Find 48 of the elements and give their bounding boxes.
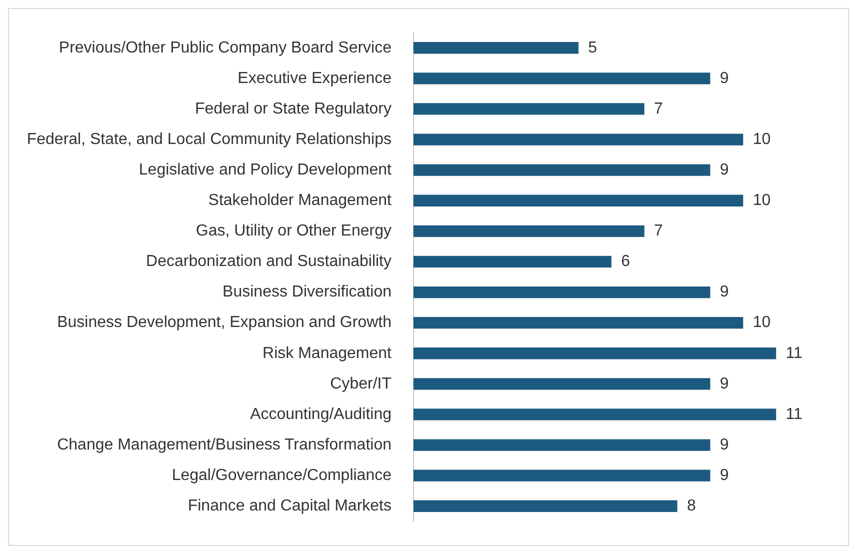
- bar: [414, 348, 776, 360]
- data-label: 8: [686, 498, 696, 515]
- bar: [414, 225, 644, 238]
- data-label: 10: [752, 314, 771, 332]
- data-label: 11: [786, 344, 802, 362]
- y-tick-label: Finance and Capital Markets: [188, 498, 392, 515]
- y-tick-label: Change Management/Business Transformation: [57, 436, 392, 454]
- data-label: 9: [720, 70, 729, 87]
- bar: [414, 500, 678, 512]
- y-tick-label: Previous/Other Public Company Board Service: [58, 39, 392, 56]
- bar: [414, 286, 710, 298]
- y-tick-label: Stakeholder Management: [208, 192, 392, 210]
- data-label: 7: [654, 100, 664, 118]
- bar: [414, 164, 710, 176]
- data-label: 9: [720, 375, 729, 392]
- data-label: 10: [752, 192, 771, 210]
- data-label: 9: [720, 284, 729, 301]
- data-label: 5: [588, 39, 598, 56]
- bar: [414, 378, 710, 390]
- data-label: 7: [654, 222, 664, 240]
- bar: [414, 408, 776, 420]
- y-tick-label: Legislative and Policy Development: [138, 161, 392, 178]
- data-label: 11: [786, 406, 802, 423]
- y-tick-label: Business Diversification: [222, 284, 392, 301]
- bar: [414, 103, 644, 115]
- y-tick-label: Risk Management: [262, 344, 392, 362]
- data-label: 10: [752, 130, 771, 148]
- bar: [414, 439, 710, 451]
- data-label: 9: [720, 161, 729, 178]
- y-tick-label: Executive Experience: [238, 70, 392, 87]
- bar: [414, 134, 744, 146]
- y-tick-label: Business Development, Expansion and Growth: [57, 314, 392, 332]
- bar: [414, 256, 612, 268]
- bar: [414, 72, 710, 84]
- bar: [414, 42, 578, 54]
- y-tick-label: Gas, Utility or Other Energy: [196, 222, 392, 240]
- bar: [414, 316, 744, 329]
- bar: [414, 470, 710, 482]
- bar: [414, 194, 744, 206]
- y-tick-label: Federal, State, and Local Community Relationships: [26, 130, 392, 148]
- y-tick-label: Legal/Governance/Compliance: [172, 466, 392, 484]
- data-label: 9: [720, 466, 729, 484]
- y-tick-label: Decarbonization and Sustainability: [146, 253, 392, 270]
- y-tick-label: Cyber/IT: [330, 375, 392, 392]
- y-tick-label: Accounting/Auditing: [250, 406, 392, 423]
- data-label: 9: [720, 436, 729, 454]
- y-tick-label: Federal or State Regulatory: [194, 100, 392, 118]
- data-label: 6: [621, 253, 630, 270]
